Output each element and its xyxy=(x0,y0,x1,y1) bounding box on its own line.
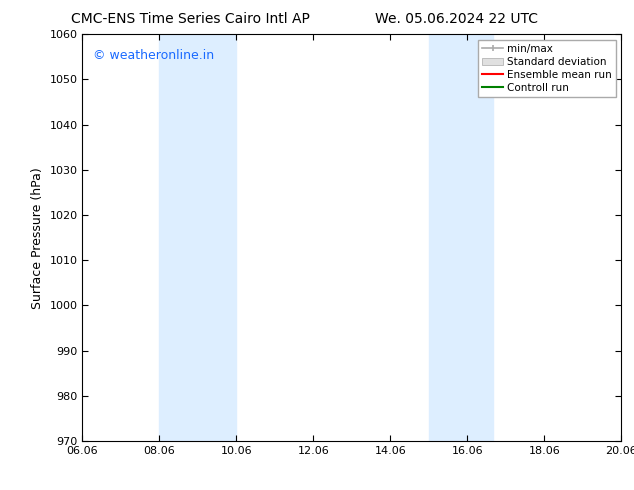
Text: We. 05.06.2024 22 UTC: We. 05.06.2024 22 UTC xyxy=(375,12,538,26)
Bar xyxy=(159,34,236,441)
Y-axis label: Surface Pressure (hPa): Surface Pressure (hPa) xyxy=(31,167,44,309)
Text: © weatheronline.in: © weatheronline.in xyxy=(93,49,214,62)
Legend: min/max, Standard deviation, Ensemble mean run, Controll run: min/max, Standard deviation, Ensemble me… xyxy=(478,40,616,97)
Text: CMC-ENS Time Series Cairo Intl AP: CMC-ENS Time Series Cairo Intl AP xyxy=(71,12,309,26)
Bar xyxy=(429,34,493,441)
